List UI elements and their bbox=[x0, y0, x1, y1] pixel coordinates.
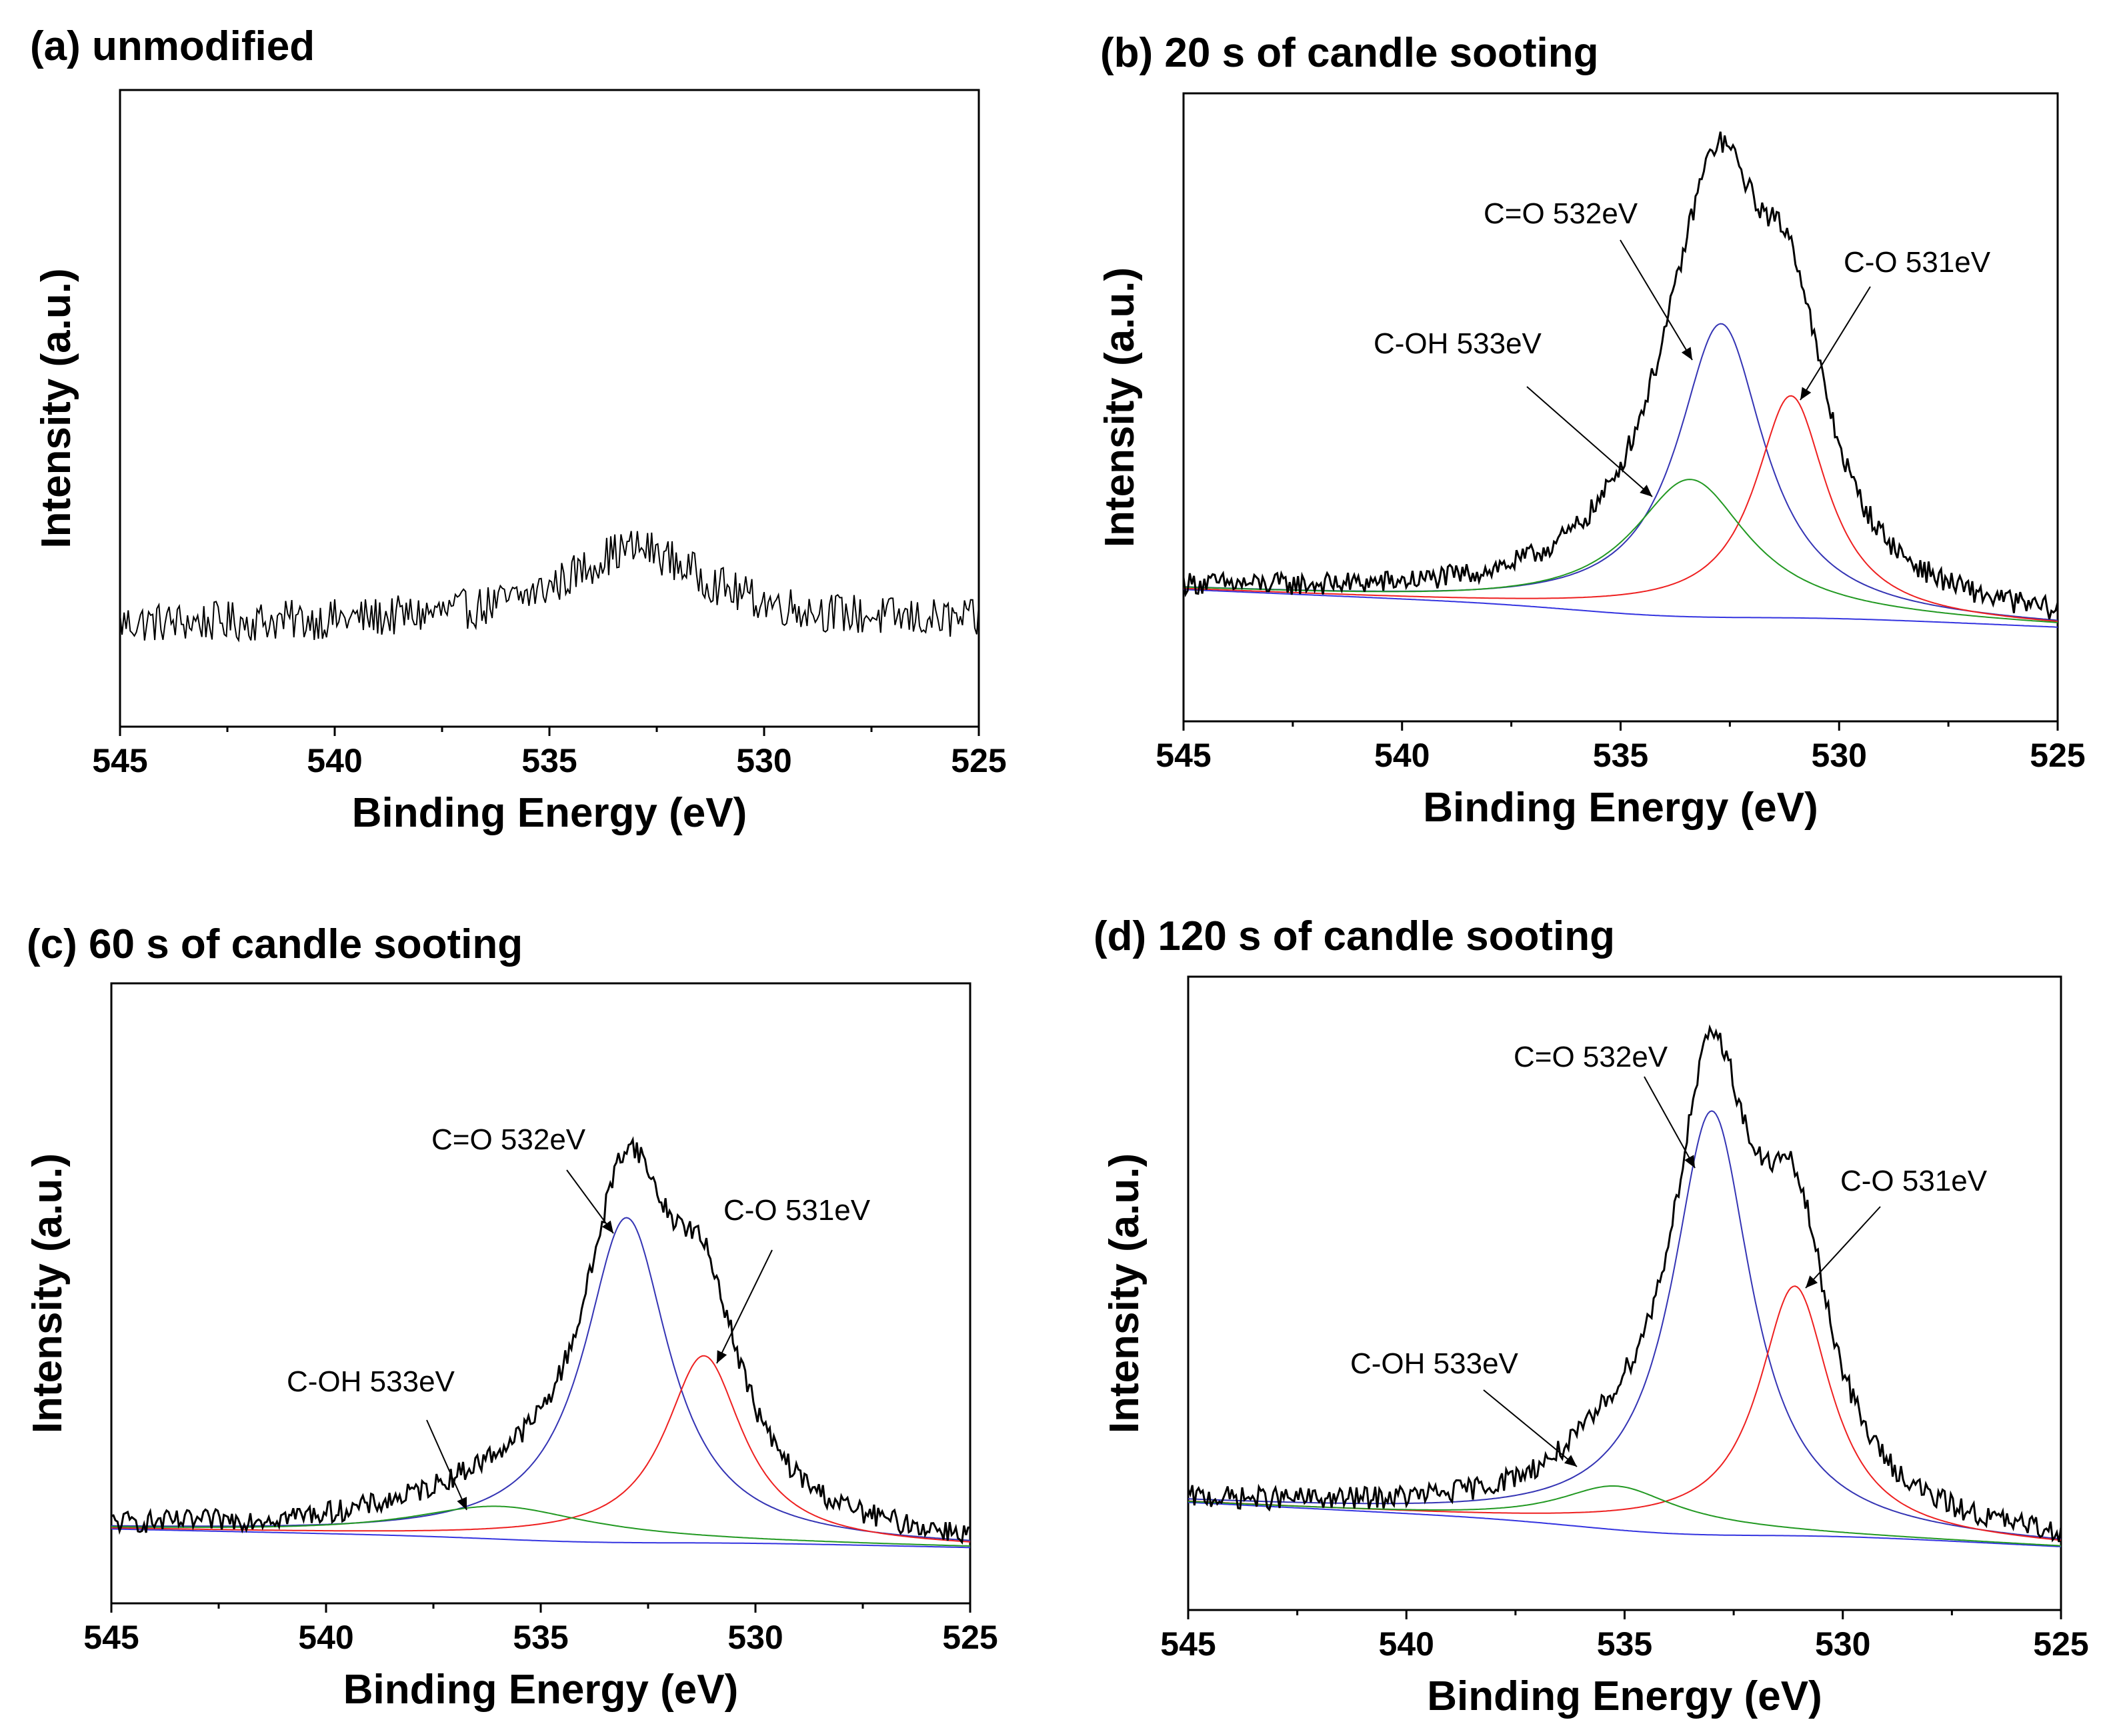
annotation-coh-label: C-OH 533eV bbox=[287, 1365, 455, 1398]
x-tick-label: 525 bbox=[2033, 1625, 2088, 1663]
y-axis-label: Intensity (a.u.) bbox=[25, 1153, 71, 1433]
x-tick-label: 540 bbox=[1379, 1625, 1434, 1663]
y-axis-label: Intensity (a.u.) bbox=[1097, 267, 1143, 547]
panel-c-title: (c) 60 s of candle sooting bbox=[27, 921, 523, 967]
annotation-co-label: C=O 532eV bbox=[431, 1123, 586, 1156]
measured-spectrum bbox=[1187, 1024, 2062, 1543]
annotation-arrowhead bbox=[1681, 347, 1692, 360]
annotation-arrowhead bbox=[1564, 1455, 1577, 1467]
annotation-co-label: C=O 532eV bbox=[1484, 197, 1638, 230]
annotation-arrow bbox=[1805, 1206, 1881, 1289]
fit-co-curve bbox=[1183, 395, 2058, 623]
x-axis-label: Binding Energy (eV) bbox=[1423, 785, 1818, 831]
annotation-arrowhead bbox=[1800, 387, 1812, 400]
panel-a: (a) unmodified 545 540 535 530 525 Binding En… bbox=[30, 23, 1007, 836]
y-axis-label: Intensity (a.u.) bbox=[1102, 1153, 1148, 1433]
annotation-arrowhead bbox=[1640, 485, 1652, 497]
panel-b-title: (b) 20 s of candle sooting bbox=[1100, 30, 1599, 76]
x-axis-label: Binding Energy (eV) bbox=[352, 790, 747, 836]
x-tick-label: 535 bbox=[513, 1619, 568, 1656]
background-line bbox=[111, 1528, 971, 1549]
x-tick-label: 545 bbox=[83, 1619, 139, 1656]
annotation-arrowhead bbox=[717, 1350, 727, 1363]
panel-d: (d) 120 s of candle sooting 545 540 535 530… bbox=[1094, 913, 2089, 1719]
annotation-coh-label: C-OH 533eV bbox=[1350, 1347, 1519, 1380]
fit-coh-curve bbox=[1188, 1485, 2062, 1547]
annotation-arrowhead bbox=[1684, 1155, 1695, 1168]
panel-d-title: (d) 120 s of candle sooting bbox=[1094, 913, 1615, 959]
x-tick-label: 525 bbox=[942, 1619, 997, 1656]
panel-a-plot: 545 540 535 530 525 Binding Energy (eV) Intens… bbox=[33, 89, 1007, 836]
background-line bbox=[1188, 1501, 2062, 1547]
x-tick-label: 530 bbox=[1815, 1625, 1870, 1663]
annotation-arrow bbox=[1526, 386, 1653, 497]
annotation-arrow bbox=[1483, 1389, 1578, 1467]
x-tick-label: 525 bbox=[2030, 737, 2085, 774]
x-tick-label: 530 bbox=[736, 742, 791, 779]
annotation-arrow bbox=[426, 1419, 467, 1511]
annotation-arrow bbox=[1620, 239, 1693, 361]
panel-c-plot: 545 540 535 530 525 Binding Energy (eV) Intens… bbox=[25, 982, 998, 1713]
x-tick-label: 530 bbox=[1812, 737, 1867, 774]
annotation-co-label: C-O 531eV bbox=[723, 1194, 871, 1227]
annotation-coh-label: C-OH 533eV bbox=[1374, 327, 1542, 360]
measured-spectrum bbox=[1182, 131, 2059, 619]
fit-co-curve bbox=[111, 1355, 971, 1543]
annotation-arrowhead bbox=[601, 1220, 613, 1233]
y-axis-label: Intensity (a.u.) bbox=[33, 268, 79, 548]
x-tick-label: 540 bbox=[298, 1619, 353, 1656]
annotation-arrowhead bbox=[457, 1497, 467, 1510]
x-tick-label: 545 bbox=[1160, 1625, 1216, 1663]
measured-spectrum bbox=[111, 1136, 971, 1545]
annotation-co-label: C-O 531eV bbox=[1844, 246, 1991, 279]
x-tick-label: 535 bbox=[521, 742, 577, 779]
fit-coh-curve bbox=[1183, 479, 2058, 623]
x-axis-label: Binding Energy (eV) bbox=[343, 1667, 738, 1713]
x-tick-label: 545 bbox=[92, 742, 147, 779]
annotation-arrow bbox=[566, 1169, 614, 1234]
x-tick-label: 545 bbox=[1156, 737, 1211, 774]
panel-c: (c) 60 s of candle sooting 545 540 535 530 5… bbox=[25, 921, 998, 1713]
annotation-co-label: C=O 532eV bbox=[1514, 1041, 1668, 1073]
panel-b-plot: 545 540 535 530 525 Binding Energy (eV) Intens… bbox=[1097, 92, 2086, 831]
panel-b: (b) 20 s of candle sooting 545 540 535 530 5… bbox=[1097, 30, 2086, 831]
x-tick-label: 535 bbox=[1593, 737, 1648, 774]
background-line bbox=[1183, 589, 2058, 628]
fit-coh-curve bbox=[111, 1505, 971, 1547]
x-tick-label: 530 bbox=[727, 1619, 783, 1656]
annotation-arrow bbox=[1644, 1076, 1696, 1169]
panel-d-plot: 545 540 535 530 525 Binding Energy (eV) Intens… bbox=[1102, 975, 2089, 1719]
x-axis-label: Binding Energy (eV) bbox=[1427, 1673, 1822, 1719]
fit-co-curve bbox=[1188, 1110, 2062, 1540]
x-tick-label: 540 bbox=[1374, 737, 1430, 774]
annotation-co-label: C-O 531eV bbox=[1840, 1165, 1988, 1197]
x-tick-label: 540 bbox=[307, 742, 362, 779]
annotation-arrow bbox=[716, 1249, 773, 1364]
panel-a-title: (a) unmodified bbox=[30, 23, 315, 69]
annotation-arrowhead bbox=[1806, 1275, 1818, 1288]
measured-spectrum bbox=[119, 531, 979, 643]
x-tick-label: 525 bbox=[951, 742, 1006, 779]
x-tick-label: 535 bbox=[1597, 1625, 1652, 1663]
annotation-arrow bbox=[1800, 286, 1871, 401]
